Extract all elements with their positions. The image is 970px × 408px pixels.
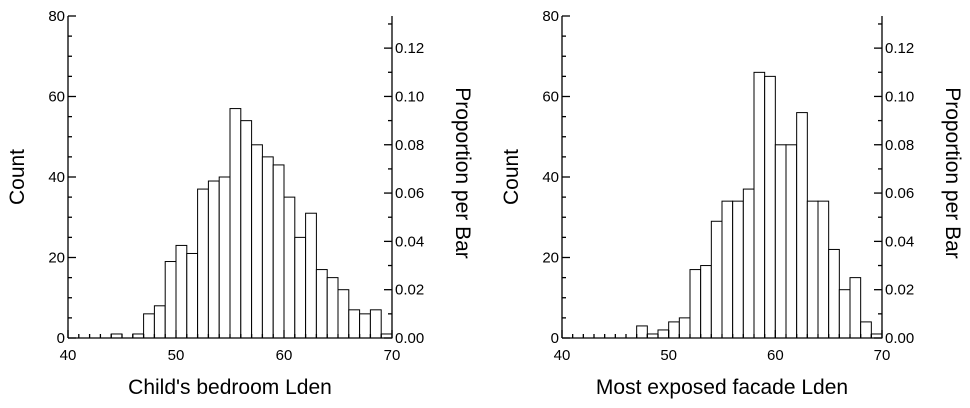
y-tick-label: 20 (48, 250, 65, 267)
histogram-bar (710, 220, 723, 339)
histogram-bar (689, 269, 702, 339)
y2-tick-label: 0.12 (885, 40, 914, 57)
histogram-bar (849, 277, 862, 339)
histogram-panel-1: 0 20 40 60 80 0.00 0.02 0.04 0.06 0.08 0.10 0.12 40 5… (6, 8, 474, 399)
histogram-bar (240, 120, 253, 339)
histogram-bar (774, 144, 787, 339)
y-tick-label: 0 (57, 330, 65, 347)
histogram-bar (742, 188, 755, 339)
histogram-bar (326, 277, 339, 339)
y-tick-label: 40 (48, 169, 65, 186)
y-axis-title: Count (500, 149, 523, 205)
x-tick-label: 40 (554, 347, 571, 364)
histogram-bar (272, 164, 285, 339)
histogram-bar (828, 248, 840, 339)
y-tick-label: 80 (48, 8, 65, 25)
histogram-bar (348, 309, 361, 339)
histogram-bar (359, 313, 371, 339)
histogram-bar (764, 75, 776, 339)
y2-axis-title: Proportion per Bar (451, 87, 474, 259)
histogram-bar (785, 144, 798, 339)
y-tick-label: 40 (542, 169, 559, 186)
y-axis-title: Count (6, 149, 29, 205)
histogram-bar (678, 317, 691, 339)
y-tick-label: 60 (48, 89, 65, 106)
y2-tick-label: 0.02 (395, 282, 424, 299)
histogram-bar (636, 325, 648, 339)
histogram-bar (207, 180, 220, 339)
histogram-bar (369, 309, 382, 339)
x-axis-title: Most exposed facade Lden (596, 376, 848, 399)
y2-tick-label: 0.04 (395, 233, 424, 250)
y2-tick-label: 0.10 (885, 88, 914, 105)
histogram-bar (860, 321, 872, 339)
x-tick-label: 60 (767, 347, 784, 364)
y2-tick-label: 0.06 (885, 185, 914, 202)
histogram-bar (261, 156, 274, 339)
histogram-bar (700, 265, 712, 339)
x-tick-label: 50 (660, 347, 677, 364)
y2-tick-label: 0.08 (395, 137, 424, 154)
histogram-bar (817, 200, 830, 339)
y-tick-label: 60 (542, 89, 559, 106)
histogram-panel-2: 0 20 40 60 80 0.00 0.02 0.04 0.06 0.08 0.10 0.12 40 5… (500, 8, 964, 399)
y-tick-label: 0 (551, 330, 559, 347)
x-axis-title: Child's bedroom Lden (128, 376, 332, 399)
histogram-bar (197, 188, 209, 339)
y2-tick-label: 0.00 (885, 330, 914, 347)
y2-tick-label: 0.10 (395, 88, 424, 105)
histogram-bar (796, 112, 808, 339)
histogram-bar (294, 236, 307, 339)
histogram-bar (143, 313, 155, 339)
histogram-bar (218, 176, 231, 339)
y2-tick-label: 0.04 (885, 233, 914, 250)
histogram-bar (186, 252, 199, 339)
histogram-bar (337, 289, 350, 339)
x-tick-label: 40 (60, 347, 77, 364)
y2-tick-label: 0.00 (395, 330, 424, 347)
histogram-bar (305, 212, 317, 339)
histogram-bar (721, 200, 734, 339)
x-tick-label: 70 (384, 347, 401, 364)
histogram-bar (175, 244, 188, 339)
histogram-bar (251, 144, 263, 339)
histogram-bar (753, 71, 766, 339)
histogram-bar (732, 200, 744, 339)
histogram-bar (315, 269, 328, 339)
y2-tick-label: 0.06 (395, 185, 424, 202)
histogram-bar (153, 305, 166, 339)
histogram-bar (838, 289, 851, 339)
histogram-bar (657, 329, 670, 339)
histogram-bar (229, 108, 242, 339)
histogram-bar (164, 261, 177, 339)
y2-axis-title: Proportion per Bar (941, 87, 964, 259)
x-tick-label: 70 (874, 347, 891, 364)
x-tick-label: 60 (276, 347, 293, 364)
histogram-bar (283, 196, 296, 339)
y2-tick-label: 0.08 (885, 137, 914, 154)
y2-tick-label: 0.12 (395, 40, 424, 57)
x-tick-label: 50 (168, 347, 185, 364)
y2-tick-label: 0.02 (885, 282, 914, 299)
y-tick-label: 20 (542, 250, 559, 267)
histogram-bar (806, 200, 819, 339)
y-tick-label: 80 (542, 8, 559, 25)
histogram-bar (668, 321, 680, 339)
